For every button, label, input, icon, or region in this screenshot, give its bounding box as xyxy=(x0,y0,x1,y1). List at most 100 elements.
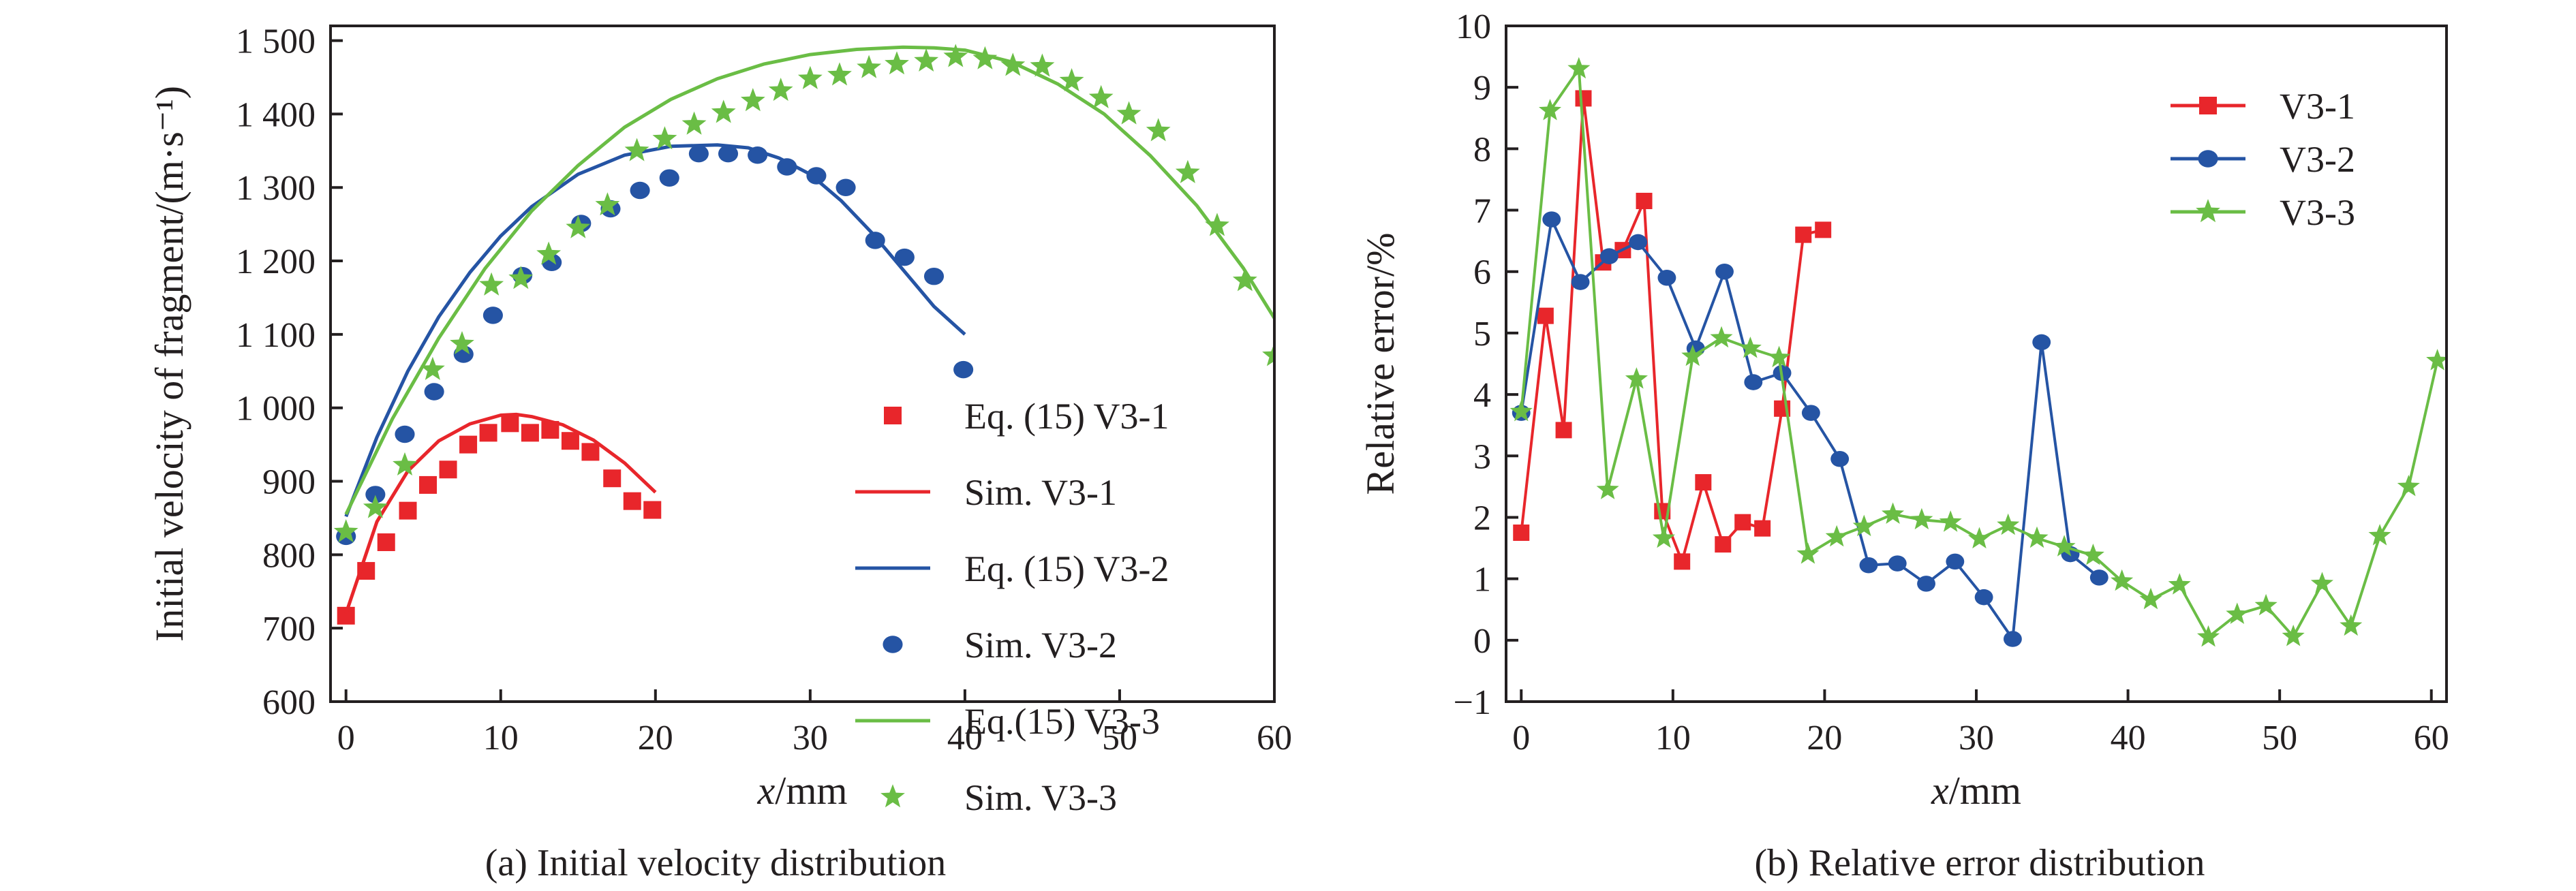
panel-b-data-point xyxy=(1674,553,1691,570)
panel-a-data-point xyxy=(835,178,856,196)
panel-a-data-point xyxy=(536,241,562,265)
panel-b-y-tick-label: 3 xyxy=(1473,437,1491,476)
panel-a-y-tick-label: 900 xyxy=(262,463,316,502)
panel-a-data-point xyxy=(1262,343,1274,366)
panel-a-data-point xyxy=(885,51,909,75)
panel-a-data-point xyxy=(1059,68,1084,92)
panel-b-y-tick-label: 10 xyxy=(1456,7,1491,46)
panel-b-data-point xyxy=(1575,90,1592,107)
panel-a-data-point xyxy=(479,424,497,442)
panel-a-data-point xyxy=(581,443,600,461)
panel-b-series-1 xyxy=(1513,90,1832,570)
panel-a-data-point xyxy=(688,144,709,163)
panel-b-y-tick-label: 4 xyxy=(1473,376,1491,415)
panel-a-data-point xyxy=(424,383,444,401)
panel-b-data-point xyxy=(2053,535,2076,557)
panel-b-data-point xyxy=(1567,57,1591,79)
panel-b-data-point xyxy=(2426,349,2447,371)
panel-a-data-point xyxy=(501,414,519,433)
panel-b-data-point xyxy=(2025,526,2049,548)
panel-a-legend-marker-swatch xyxy=(880,784,905,808)
panel-b-data-point xyxy=(1830,451,1850,467)
panel-b-data-point xyxy=(1946,553,1965,570)
panel-b-data-point xyxy=(1555,422,1572,439)
panel-b-y-axis-label: Relative error/% xyxy=(1358,233,1402,495)
panel-b-data-point xyxy=(2003,631,2022,647)
panel-b-data-point xyxy=(1754,520,1771,537)
panel-a-initial-velocity: 0 10 20 30 40 50 60 600 700 800 900 1 000 1 100 1 200… xyxy=(147,22,1292,884)
panel-b-data-point xyxy=(1768,345,1791,368)
panel-b-data-point xyxy=(2340,614,2363,636)
panel-a-legend-label: Sim. V3-1 xyxy=(964,472,1117,513)
panel-a-data-point xyxy=(748,146,768,164)
panel-b-data-point xyxy=(1910,507,1933,530)
panel-b-data-point xyxy=(2089,569,2109,586)
panel-a-x-tick-label: 50 xyxy=(1102,719,1137,757)
panel-a-ticks: 0 10 20 30 40 50 60 600 700 800 900 1 000 1 100 1 200… xyxy=(236,22,1292,757)
panel-b-data-point xyxy=(1734,514,1751,531)
panel-a-data-point xyxy=(624,138,649,161)
panel-b-y-tick-label: 1 xyxy=(1473,561,1491,599)
panel-a-data-point xyxy=(1205,213,1229,236)
panel-a-data-point xyxy=(623,492,641,510)
panel-b-data-point xyxy=(1997,513,2020,535)
panel-a-data-point xyxy=(595,192,620,216)
panel-a-series-line xyxy=(344,45,1274,516)
panel-a-x-tick-label: 0 xyxy=(337,719,355,757)
panel-a-data-point xyxy=(459,435,478,454)
panel-a-y-tick-label: 1 200 xyxy=(236,243,316,281)
panel-a-data-point xyxy=(363,495,388,518)
panel-a-data-point xyxy=(439,460,457,479)
panel-a-data-point xyxy=(857,54,882,78)
panel-b-y-tick-label: 9 xyxy=(1473,69,1491,108)
panel-a-series-2 xyxy=(344,412,657,614)
panel-b-data-point xyxy=(2168,573,2191,595)
panel-a-x-axis-label-var: x xyxy=(756,768,775,813)
panel-b-legend-label: V3-3 xyxy=(2280,192,2355,233)
panel-a-y-tick-label: 1 100 xyxy=(236,316,316,355)
panel-a-data-point xyxy=(420,356,445,380)
panel-a-x-tick-label: 40 xyxy=(947,719,983,757)
panel-a-data-point xyxy=(797,65,823,89)
panel-a-data-point xyxy=(1175,159,1200,183)
panel-b-data-point xyxy=(1852,514,1875,537)
panel-a-series-1 xyxy=(337,414,662,625)
panel-b-data-point xyxy=(1596,478,1619,499)
panel-b-data-point xyxy=(1974,589,1993,606)
panel-a-data-point xyxy=(1000,52,1026,76)
panel-a-x-axis-label: x/mm xyxy=(756,768,847,813)
panel-a-legend: Eq. (15) V3-1 Sim. V3-1 Eq. (15) V3-2 Sim. … xyxy=(855,396,1169,818)
panel-a-x-tick-label: 60 xyxy=(1257,719,1292,757)
panel-a-y-tick-label: 800 xyxy=(262,536,316,575)
panel-b-data-point xyxy=(1715,536,1732,553)
panel-b-legend-label: V3-1 xyxy=(2280,86,2355,127)
panel-a-data-point xyxy=(768,78,793,101)
panel-b-data-point xyxy=(1796,542,1820,564)
panel-b-x-tick-label: 30 xyxy=(1959,719,1994,757)
panel-b-y-tick-label: 5 xyxy=(1473,315,1491,354)
panel-b-x-tick-label: 10 xyxy=(1655,719,1691,757)
panel-a-data-point xyxy=(630,181,650,200)
panel-b-data-point xyxy=(2254,593,2278,616)
panel-b-legend-label: V3-2 xyxy=(2280,139,2355,180)
panel-a-legend-marker-swatch xyxy=(884,407,902,424)
panel-a-data-point xyxy=(777,158,797,176)
panel-b-data-point xyxy=(2197,625,2220,647)
panel-a-data-point xyxy=(953,360,974,379)
panel-b-series-3 xyxy=(1509,57,2447,647)
panel-a-data-point xyxy=(365,486,386,503)
panel-b-data-point xyxy=(1744,374,1763,390)
panel-a-data-point xyxy=(711,99,736,123)
panel-b-series-2 xyxy=(1512,211,2109,647)
panel-b-y-tick-label: −1 xyxy=(1454,683,1491,722)
panel-a-data-point xyxy=(450,331,474,355)
panel-a-series-line xyxy=(344,143,966,518)
panel-a-data-point xyxy=(865,232,885,249)
panel-a-data-point xyxy=(479,272,504,296)
panel-a-data-point xyxy=(1146,118,1171,142)
panel-a-x-tick-label: 30 xyxy=(793,719,828,757)
panel-b-data-point xyxy=(2139,587,2162,610)
panel-b-x-tick-label: 0 xyxy=(1512,719,1530,757)
panel-a-y-tick-label: 600 xyxy=(262,683,316,722)
panel-a-data-point xyxy=(740,88,765,112)
